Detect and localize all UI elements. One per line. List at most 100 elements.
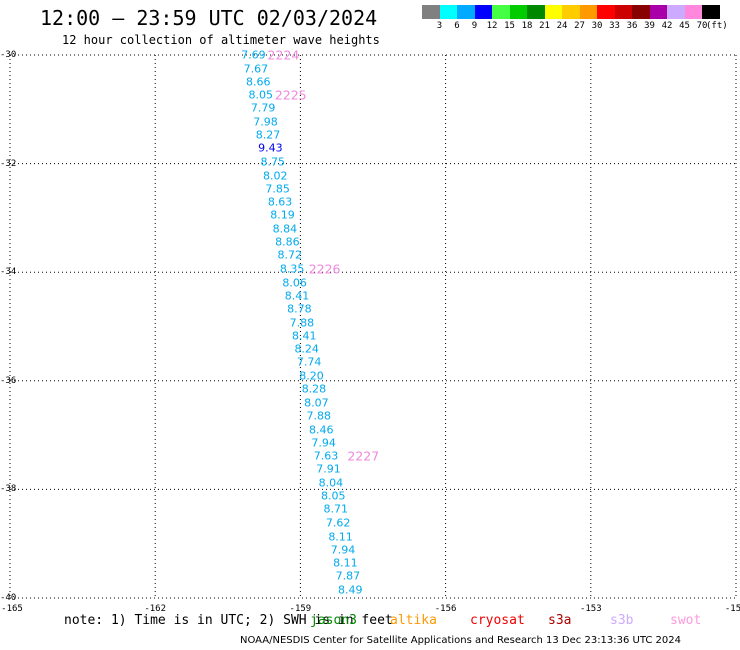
swh-value: 7.74 xyxy=(296,355,322,369)
swh-value: 7.63 xyxy=(313,449,339,463)
swh-value: 7.69 xyxy=(241,48,266,62)
swh-value: 8.41 xyxy=(284,289,310,303)
color-swatch xyxy=(527,5,545,19)
swh-value: 8.24 xyxy=(294,342,319,356)
color-swatch xyxy=(439,5,457,19)
satellite-legend-item: cryosat xyxy=(470,613,525,628)
swh-value: 7.62 xyxy=(325,516,351,530)
swh-value: 7.88 xyxy=(289,316,315,330)
color-swatch xyxy=(667,5,685,19)
swh-value: 7.91 xyxy=(316,462,341,476)
swh-value: 8.66 xyxy=(246,75,271,89)
color-swatch xyxy=(649,5,667,19)
color-swatch xyxy=(544,5,562,19)
satellite-legend-item: altika xyxy=(390,613,437,628)
swh-value: 7.79 xyxy=(250,101,276,115)
pass-time-label: 2224 xyxy=(267,47,300,63)
swh-value: 8.28 xyxy=(301,382,327,396)
color-legend-label: 15 xyxy=(504,21,515,31)
swh-value: 8.72 xyxy=(277,248,303,262)
swh-value: 8.49 xyxy=(338,583,363,597)
swh-value: 8.63 xyxy=(267,195,293,209)
lat-tick-label: -38 xyxy=(0,484,17,495)
swh-value: 8.78 xyxy=(287,302,312,316)
footer-credit: NOAA/NESDIS Center for Satellite Applica… xyxy=(240,635,682,646)
swh-value: 8.75 xyxy=(260,155,286,169)
lat-tick-label: -40 xyxy=(0,593,17,603)
color-swatch xyxy=(684,5,702,19)
pass-time-label: 2226 xyxy=(308,261,341,277)
swh-value: 8.11 xyxy=(333,556,358,570)
color-swatch xyxy=(632,5,650,19)
lat-tick-label: -36 xyxy=(0,375,17,386)
color-legend-label: 36 xyxy=(626,21,638,31)
lat-tick-label: -34 xyxy=(0,267,17,278)
swh-value: 8.84 xyxy=(272,222,298,236)
color-swatch xyxy=(702,5,720,19)
pass-time-label: 2227 xyxy=(347,448,380,464)
lon-tick-label: -159 xyxy=(289,604,312,614)
color-legend-label: 39 xyxy=(644,21,655,31)
color-legend-label: 21 xyxy=(539,21,550,31)
satellite-legend-item: jason3 xyxy=(310,613,357,628)
satellite-legend-item: s3a xyxy=(548,613,572,628)
pass-time-label: 2225 xyxy=(274,87,307,103)
lon-tick-label: -153 xyxy=(579,604,602,614)
swh-value: 8.05 xyxy=(248,88,273,102)
swh-value: 7.94 xyxy=(330,543,356,557)
swh-value: 9.43 xyxy=(258,141,283,155)
swh-value: 8.41 xyxy=(292,329,317,343)
lon-tick-label: -15 xyxy=(724,604,740,614)
color-swatch xyxy=(614,5,632,19)
gridlines xyxy=(9,54,737,599)
color-swatch xyxy=(597,5,615,19)
swh-value: 8.46 xyxy=(308,423,334,437)
swh-value: 8.20 xyxy=(299,369,324,383)
swh-value: 8.05 xyxy=(321,489,346,503)
swh-value: 8.27 xyxy=(255,128,281,142)
color-legend-label: 33 xyxy=(609,21,620,31)
color-swatch xyxy=(474,5,492,19)
color-swatch xyxy=(562,5,580,19)
swh-value: 8.19 xyxy=(270,208,295,222)
swh-value: 8.86 xyxy=(275,235,300,249)
lon-tick-label: -156 xyxy=(434,604,457,614)
satellite-legend-item: s3b xyxy=(610,613,634,628)
color-legend-label: 9 xyxy=(471,21,478,31)
swh-value: 7.67 xyxy=(243,62,269,76)
color-legend-unit: (ft) xyxy=(706,21,728,31)
lat-tick-label: -30 xyxy=(0,50,17,60)
color-legend-label: 30 xyxy=(591,21,603,31)
color-legend-label: 12 xyxy=(486,21,498,31)
swh-value: 7.87 xyxy=(335,569,361,583)
color-legend-label: 6 xyxy=(454,21,460,31)
color-swatch xyxy=(509,5,527,19)
color-swatch xyxy=(457,5,475,19)
lat-tick-label: -32 xyxy=(0,158,17,169)
swh-value: 8.04 xyxy=(318,476,344,490)
swh-value: 7.85 xyxy=(265,182,290,196)
swh-value: 8.35 xyxy=(279,262,305,276)
color-swatch xyxy=(492,5,510,19)
swh-value: 8.71 xyxy=(323,502,348,516)
swh-value: 7.98 xyxy=(253,115,278,129)
color-swatch xyxy=(422,5,440,19)
color-swatch xyxy=(579,5,597,19)
color-legend-label: 18 xyxy=(521,21,533,31)
color-legend-label: 70 xyxy=(696,21,708,31)
swh-value: 8.06 xyxy=(282,276,307,290)
lon-tick-label: -162 xyxy=(144,604,167,614)
swh-value: 8.02 xyxy=(262,169,288,183)
color-legend-label: 3 xyxy=(436,21,443,31)
color-legend-label: 45 xyxy=(679,21,690,31)
page-title: 12:00 – 23:59 UTC 02/03/2024 xyxy=(40,6,378,30)
note-text: note: 1) Time is in UTC; 2) SWH is in fe… xyxy=(64,613,393,628)
subtitle: 12 hour collection of altimeter wave hei… xyxy=(62,33,380,47)
swh-value: 7.94 xyxy=(311,436,336,450)
swh-value: 7.88 xyxy=(306,409,332,423)
color-legend-label: 24 xyxy=(556,21,568,31)
color-legend-label: 42 xyxy=(661,21,673,31)
color-legend-label: 27 xyxy=(574,21,585,31)
swh-value: 8.07 xyxy=(304,396,329,410)
